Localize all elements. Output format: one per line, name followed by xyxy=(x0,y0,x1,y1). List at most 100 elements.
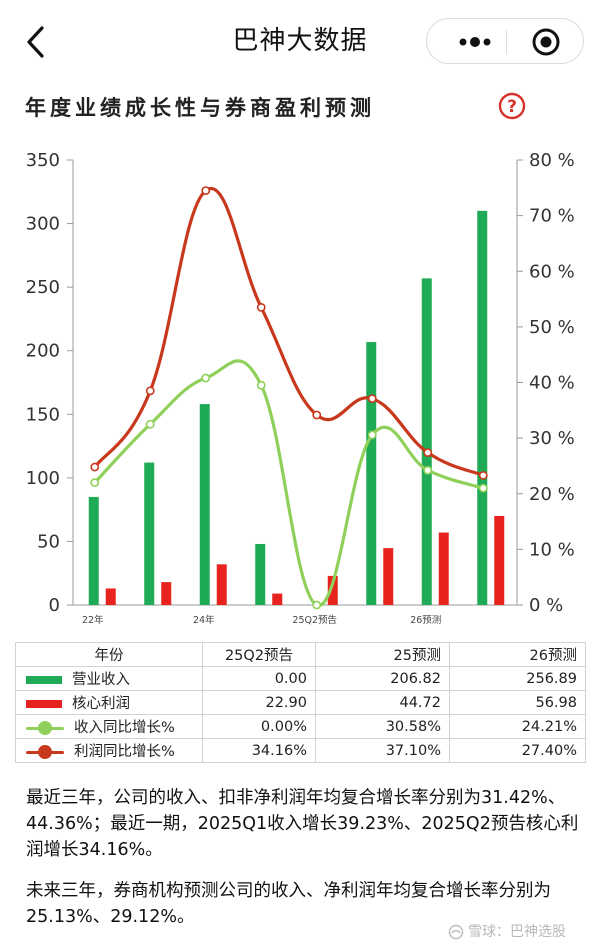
right-tick-label: 0 % xyxy=(529,595,563,616)
table-cell: 0.00 xyxy=(202,666,316,691)
profit-bar xyxy=(438,532,449,605)
revenue-growth-legend-swatch xyxy=(26,721,64,735)
profit-growth-point xyxy=(201,186,211,195)
table-header-cell: 年份 xyxy=(15,642,203,667)
capsule-divider xyxy=(506,30,507,54)
left-tick-label: 0 xyxy=(49,595,60,616)
table-row: 营业收入 0.00 206.82 256.89 xyxy=(15,666,586,691)
summary-paragraph-history: 最近三年，公司的收入、扣非净利润年均复合增长率分别为31.42%、44.36%；… xyxy=(26,788,579,860)
table-cell: 44.72 xyxy=(315,690,450,715)
left-tick-label: 300 xyxy=(26,214,60,235)
table-header-row: 年份 25Q2预告 25预测 26预测 xyxy=(15,642,586,667)
profit-bar xyxy=(161,582,172,605)
profit-growth-point xyxy=(90,462,100,472)
revenue-bar xyxy=(477,210,488,605)
right-tick-label: 70 % xyxy=(529,206,575,227)
profit-growth-line xyxy=(93,186,485,477)
table-cell: 256.89 xyxy=(449,666,586,691)
summary-paragraph-forecast: 未来三年，券商机构预测公司的收入、净利润年均复合增长率分别为25.13%、29.… xyxy=(26,881,551,927)
more-dots-icon[interactable] xyxy=(449,27,501,57)
left-tick-label: 100 xyxy=(26,468,60,489)
profit-growth-point xyxy=(312,410,322,420)
table-cell: 56.98 xyxy=(449,690,586,715)
right-tick-label: 20 % xyxy=(529,484,575,505)
revenue-growth-point xyxy=(145,419,155,429)
profit-bar xyxy=(327,575,338,605)
revenue-growth-point xyxy=(478,483,488,493)
x-tick-label: 25Q2预告 xyxy=(292,614,337,626)
revenue-bar xyxy=(255,543,266,605)
row-label: 收入同比增长% xyxy=(74,720,175,736)
profit-growth-point xyxy=(367,394,377,404)
left-tick-label: 50 xyxy=(37,531,60,552)
x-tick-label: 26预测 xyxy=(410,615,441,626)
revenue-growth-point xyxy=(312,600,322,610)
mini-program-capsule xyxy=(426,18,584,64)
table-row: 收入同比增长% 0.00% 30.58% 24.21% xyxy=(15,714,586,739)
table-cell: 22.90 xyxy=(202,690,316,715)
profit-bar xyxy=(272,593,283,605)
table-header-cell: 25Q2预告 xyxy=(202,642,316,667)
section-title: 年度业绩成长性与券商盈利预测 xyxy=(25,96,375,120)
right-tick-label: 60 % xyxy=(529,261,575,282)
table-header-cell: 25预测 xyxy=(315,642,450,667)
svg-text:?: ? xyxy=(507,97,517,117)
nav-bar: 巴神大数据 xyxy=(0,0,600,82)
revenue-bar xyxy=(144,462,155,605)
profit-growth-point xyxy=(423,448,433,457)
revenue-growth-point xyxy=(90,478,100,488)
table-cell: 0.00% xyxy=(202,714,316,739)
back-arrow-icon[interactable] xyxy=(22,22,52,62)
row-label: 营业收入 xyxy=(72,672,130,688)
table-row: 利润同比增长% 34.16% 37.10% 27.40% xyxy=(15,738,586,763)
profit-growth-point xyxy=(478,470,488,480)
right-tick-label: 40 % xyxy=(529,373,575,394)
target-close-icon[interactable] xyxy=(531,27,561,57)
profit-growth-legend-swatch xyxy=(26,745,64,759)
question-icon[interactable]: ? xyxy=(498,92,526,120)
table-cell: 34.16% xyxy=(202,738,316,763)
profit-growth-point xyxy=(256,303,266,312)
table-cell: 24.21% xyxy=(449,714,586,739)
table-cell: 27.40% xyxy=(449,738,586,763)
right-tick-label: 80 % xyxy=(529,150,575,171)
revenue-bar xyxy=(88,496,99,605)
revenue-growth-point xyxy=(367,430,377,440)
left-tick-label: 150 xyxy=(26,404,60,425)
table-cell: 206.82 xyxy=(315,666,450,691)
profit-bar xyxy=(383,548,394,605)
profit-bar xyxy=(105,588,116,605)
x-tick-label: 22年 xyxy=(82,614,104,626)
table-row: 核心利润 22.90 44.72 56.98 xyxy=(15,690,586,715)
profit-bar xyxy=(216,564,227,605)
left-tick-label: 250 xyxy=(26,277,60,298)
right-tick-label: 30 % xyxy=(529,428,575,449)
revenue-growth-point xyxy=(256,380,266,390)
revenue-growth-point xyxy=(201,373,211,383)
revenue-bar xyxy=(199,404,210,605)
right-tick-label: 50 % xyxy=(529,317,575,338)
page-title: 巴神大数据 xyxy=(232,26,368,56)
watermark: 雪球：巴神选股 xyxy=(448,921,566,941)
table-header-cell: 26预测 xyxy=(449,642,586,667)
growth-chart: 0 50 100 150 200 250 300 350 0 % 10 % 20 % 30 % 40 %… xyxy=(26,150,575,626)
table-cell: 30.58% xyxy=(315,714,450,739)
profit-legend-swatch xyxy=(26,700,62,708)
watermark-text: 雪球：巴神选股 xyxy=(468,924,566,940)
right-tick-label: 10 % xyxy=(529,539,575,560)
left-tick-label: 350 xyxy=(26,150,60,171)
x-tick-label: 24年 xyxy=(193,614,215,626)
snowball-logo-icon xyxy=(448,924,464,940)
revenue-bar xyxy=(366,342,377,605)
revenue-bar xyxy=(421,278,432,605)
profit-bar xyxy=(494,516,505,605)
revenue-legend-swatch xyxy=(26,676,62,684)
row-label: 利润同比增长% xyxy=(74,744,175,760)
revenue-growth-line xyxy=(93,359,485,607)
left-tick-label: 200 xyxy=(26,341,60,362)
data-table: 年份 25Q2预告 25预测 26预测 营业收入 0.00 206.82 256… xyxy=(15,642,586,763)
table-cell: 37.10% xyxy=(315,738,450,763)
row-label: 核心利润 xyxy=(72,696,130,712)
profit-growth-point xyxy=(145,386,155,396)
revenue-growth-point xyxy=(423,465,433,475)
